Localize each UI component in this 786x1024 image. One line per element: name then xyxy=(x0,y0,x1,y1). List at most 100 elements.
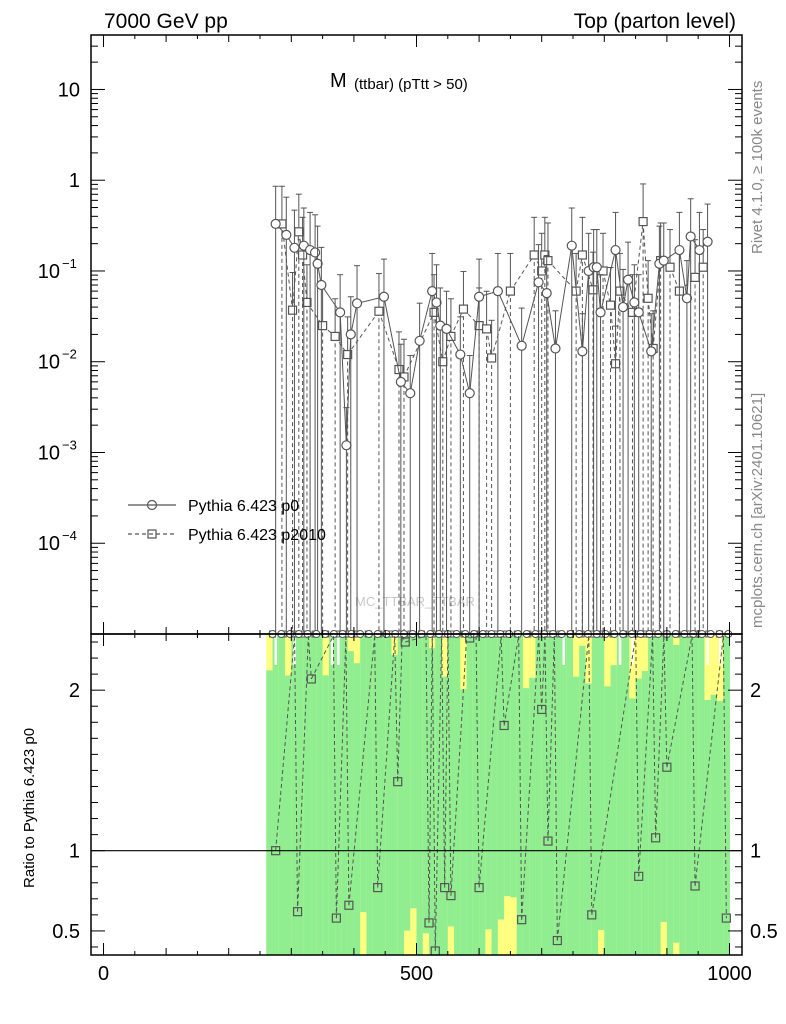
series-segment xyxy=(486,328,493,359)
series-segment xyxy=(615,249,624,308)
data-point-p2010 xyxy=(287,305,298,315)
y-tick-exponent: −3 xyxy=(62,437,77,452)
data-point-p2010 xyxy=(605,300,616,310)
band-inner xyxy=(704,699,712,955)
data-point-p0 xyxy=(646,346,657,357)
band-inner xyxy=(641,671,649,955)
ratio-point xyxy=(587,910,597,920)
series-segment xyxy=(686,236,692,299)
ratio-point xyxy=(344,900,354,910)
band-gap xyxy=(274,635,278,665)
band-inner xyxy=(341,635,349,955)
ratio-point xyxy=(393,777,403,787)
series-segment xyxy=(554,245,573,349)
data-point-p0 xyxy=(455,349,466,360)
ratio-point xyxy=(552,935,562,946)
legend-marker-p2010 xyxy=(147,529,157,539)
band-inner xyxy=(347,651,355,955)
ratio-segment xyxy=(469,635,477,639)
header-right: Top (parton level) xyxy=(574,10,736,33)
band-gap xyxy=(337,635,340,665)
band-gap xyxy=(330,635,334,665)
y-tick-exponent: −1 xyxy=(62,256,77,271)
ratio-segment xyxy=(591,635,637,915)
series-segment xyxy=(433,312,444,362)
series-segment xyxy=(600,249,617,313)
data-point-p2010 xyxy=(543,256,553,266)
band-inner xyxy=(297,635,305,955)
data-point-p2010 xyxy=(588,285,598,295)
ratio-point xyxy=(651,833,661,843)
series-p0-group xyxy=(268,185,733,638)
band-inner xyxy=(516,635,524,955)
data-point-p2010 xyxy=(690,272,700,282)
band-gap xyxy=(618,635,622,665)
data-point-p2010 xyxy=(302,297,312,308)
ratio-point xyxy=(517,915,527,925)
band-inner xyxy=(598,635,605,930)
series-segment xyxy=(596,267,602,313)
band-inner xyxy=(353,663,361,955)
data-point-p2010 xyxy=(482,324,492,334)
ratio-y-tick-label-right: 1 xyxy=(750,841,761,863)
ratio-segment xyxy=(544,635,549,842)
ratio-point xyxy=(721,913,731,923)
band-inner xyxy=(366,635,374,955)
band-inner xyxy=(310,635,317,955)
series-segment xyxy=(509,254,535,292)
data-point-p0 xyxy=(492,286,503,297)
data-point-p2010 xyxy=(643,293,653,303)
ratio-y-tick-label-right: 2 xyxy=(750,680,761,702)
y-tick-label: 10 xyxy=(58,79,80,101)
ratio-segment xyxy=(635,635,640,877)
data-point-p0 xyxy=(617,301,629,313)
band-inner xyxy=(278,635,286,955)
band-inner xyxy=(303,635,311,955)
upper-frame xyxy=(90,34,743,635)
ratio-segment xyxy=(663,635,668,768)
band-inner xyxy=(679,635,687,955)
ratio-segment xyxy=(294,635,299,912)
band-inner xyxy=(673,644,680,943)
legend-marker-p0 xyxy=(146,499,158,511)
band-inner xyxy=(285,675,292,955)
band-inner xyxy=(397,635,405,955)
ratio-point xyxy=(400,637,410,647)
data-point-p0 xyxy=(550,343,561,354)
series-segment xyxy=(642,221,649,299)
band-inner xyxy=(623,635,630,955)
series-segment xyxy=(409,340,421,394)
data-point-p0 xyxy=(577,346,588,357)
series-segment xyxy=(615,291,621,364)
ratio-segment xyxy=(348,635,376,906)
band-inner xyxy=(522,688,530,955)
band-inner xyxy=(504,635,511,897)
data-point-p0 xyxy=(341,440,352,451)
data-point-p0 xyxy=(629,297,640,308)
ratio-segment xyxy=(397,635,403,782)
x-tick-label: 1000 xyxy=(707,963,752,985)
data-point-p2010 xyxy=(505,286,515,296)
data-point-p0 xyxy=(681,293,693,304)
y-tick-label: 10 xyxy=(38,442,60,464)
ratio-segment xyxy=(425,635,430,923)
band-inner xyxy=(291,635,299,955)
series-segment xyxy=(347,310,380,355)
series-segment xyxy=(575,254,583,292)
data-point-p2010 xyxy=(318,321,328,331)
data-point-p0 xyxy=(566,240,577,251)
band-inner xyxy=(710,694,718,955)
data-point-p0 xyxy=(516,340,527,351)
ratio-segment xyxy=(450,635,468,896)
band-inner xyxy=(460,689,468,955)
data-point-p0 xyxy=(658,255,669,266)
y-tick-label: 10 xyxy=(38,533,60,555)
ratio-segment xyxy=(307,635,312,679)
ratio-y-tick-label-left: 2 xyxy=(69,680,80,702)
data-point-p2010 xyxy=(638,216,648,227)
series-segment xyxy=(638,312,652,352)
ratio-segment xyxy=(377,635,396,888)
analysis-watermark: MC_TTBAR_TTBAR xyxy=(355,594,475,609)
mcplots-label: mcplots.cern.ch [arXiv:2401.10621] xyxy=(749,393,766,628)
data-point-p0 xyxy=(694,244,705,256)
